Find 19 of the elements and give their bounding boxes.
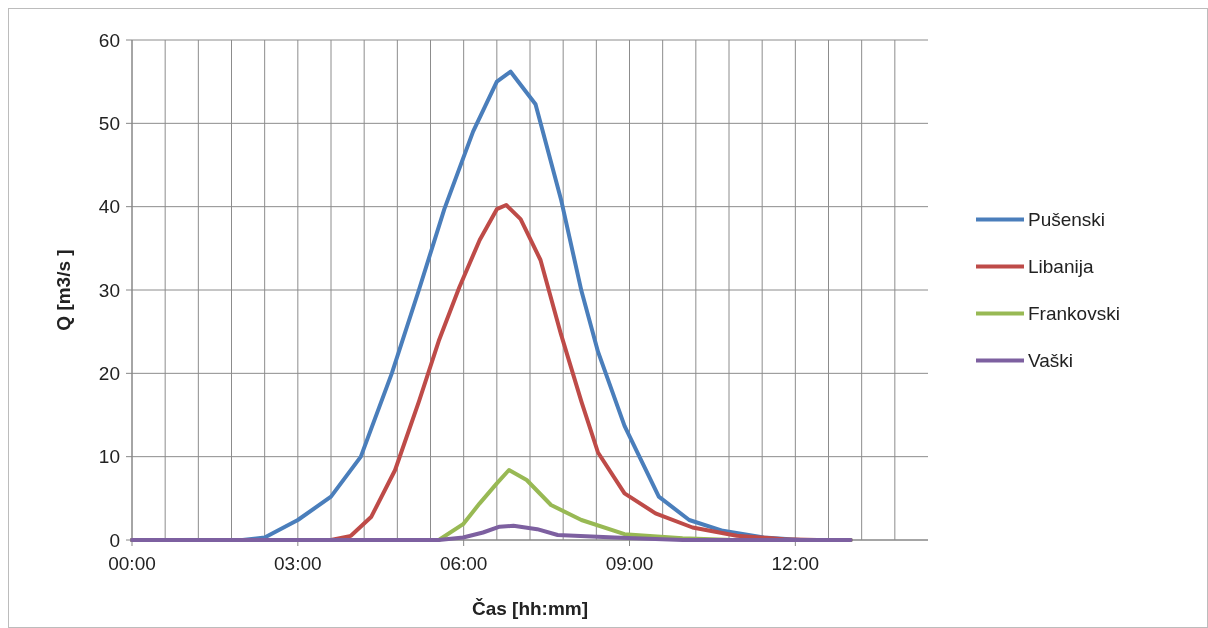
y-tick-label: 0 [109,529,120,551]
y-tick-label: 60 [98,29,120,51]
x-tick-label: 00:00 [108,553,156,574]
x-tick-label: 09:00 [605,553,654,574]
x-tick-label: 06:00 [439,553,488,574]
legend-label: Frankovski [1028,303,1120,325]
y-tick-label: 40 [98,196,120,218]
legend-label: Vaški [1028,350,1074,372]
y-axis-title: Q [m3/s ] [53,249,74,331]
y-tick-label: 10 [98,446,120,468]
x-tick-label: 12:00 [771,553,820,574]
line-series [130,523,853,542]
legend-label: Libanija [1028,256,1094,278]
y-tick-label: 30 [98,279,120,301]
legend-label: Pušenski [1028,209,1106,231]
x-tick-label: 03:00 [274,553,322,574]
x-axis-title: Čas [hh:mm] [471,598,589,619]
y-tick-label: 50 [98,112,120,134]
y-tick-label: 20 [98,362,120,384]
